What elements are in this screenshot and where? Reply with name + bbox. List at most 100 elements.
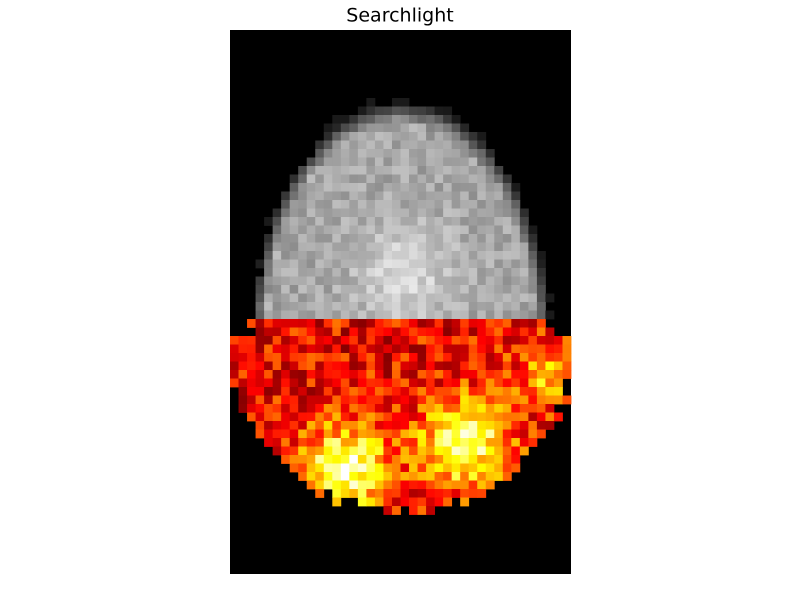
pixel [298,455,308,464]
pixel [460,302,470,311]
pixel [306,293,316,303]
pixel [349,395,359,405]
pixel [494,429,504,439]
pixel [426,387,436,396]
pixel [434,404,444,413]
pixel [485,353,495,362]
pixel [391,378,401,388]
pixel [502,387,512,396]
pixel [426,404,436,413]
pixel [383,412,393,422]
pixel [323,208,333,218]
pixel [315,225,325,235]
pixel [519,412,529,422]
pixel [519,404,529,413]
pixel [519,293,529,303]
pixel [536,378,546,388]
pixel [519,370,529,379]
pixel [298,174,308,184]
pixel [357,166,367,175]
pixel [468,387,478,396]
pixel [255,327,265,337]
pixel [332,336,342,345]
pixel [417,489,427,498]
pixel [400,106,410,116]
pixel [434,242,444,252]
pixel [357,132,367,141]
pixel [409,293,418,303]
pixel [281,412,291,422]
pixel [536,293,546,303]
pixel [545,344,555,354]
pixel [323,344,333,354]
pixel [323,353,333,362]
pixel [528,336,538,345]
pixel [315,489,325,498]
pixel [562,395,572,405]
pixel [383,293,393,303]
pixel [272,319,282,328]
pixel [409,370,418,379]
pixel [298,327,308,337]
pixel [443,259,453,269]
pixel [340,404,350,413]
pixel [494,395,504,405]
pixel [366,98,376,107]
pixel [366,276,376,286]
pixel [306,446,316,456]
pixel [357,276,367,286]
pixel [289,242,299,252]
pixel [332,174,342,184]
pixel [247,412,256,422]
pixel [357,106,367,116]
pixel [477,149,487,158]
pixel [281,429,291,439]
pixel [383,123,393,133]
pixel [502,310,512,320]
pixel [391,455,401,464]
pixel [400,302,410,311]
pixel [409,157,418,167]
pixel [519,302,529,311]
pixel [383,149,393,158]
pixel [357,208,367,218]
pixel [374,497,384,507]
pixel [272,276,282,286]
pixel [281,259,291,269]
pixel [477,361,487,371]
pixel [357,251,367,260]
pixel [434,336,444,345]
pixel [451,472,461,481]
pixel [366,370,376,379]
pixel [485,200,495,209]
pixel [528,310,538,320]
pixel [460,132,470,141]
pixel [502,302,512,311]
pixel [340,480,350,490]
pixel [332,353,342,362]
pixel [400,446,410,456]
pixel [553,378,563,388]
pixel [426,217,436,226]
pixel [306,302,316,311]
pixel [417,149,427,158]
pixel [247,319,256,328]
pixel [409,200,418,209]
pixel [298,429,308,439]
pixel [332,208,342,218]
pixel [502,225,512,235]
pixel [409,361,418,371]
pixel [477,174,487,184]
pixel [332,412,342,422]
pixel [255,344,265,354]
pixel [460,319,470,328]
pixel [323,463,333,473]
pixel [536,395,546,405]
pixel [332,123,342,133]
pixel [357,404,367,413]
pixel [417,217,427,226]
pixel [502,438,512,447]
pixel [264,259,274,269]
pixel [306,310,316,320]
pixel [443,200,453,209]
